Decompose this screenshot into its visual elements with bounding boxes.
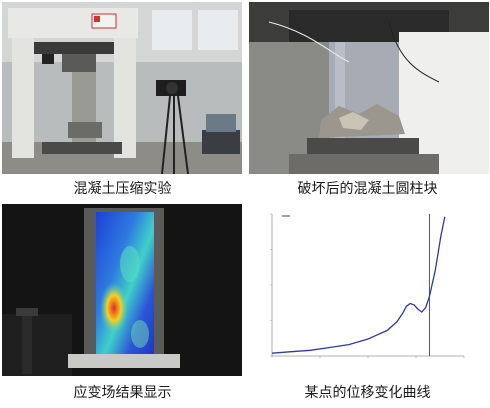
chart-ticks <box>270 213 465 358</box>
caption-broken-cylinder: 破坏后的混凝土圆柱块 <box>297 181 438 197</box>
displacement-chart <box>256 204 484 376</box>
displacement-chart-svg <box>256 204 484 376</box>
caption-displacement-curve: 某点的位移变化曲线 <box>304 385 431 401</box>
strain-field-photo <box>2 204 242 376</box>
broken-cylinder-photo <box>249 2 489 174</box>
caption-compression-test: 混凝土压缩实验 <box>73 181 172 197</box>
compression-test-photo <box>2 2 242 174</box>
chart-series-line <box>271 216 446 354</box>
caption-strain-field: 应变场结果显示 <box>73 385 172 401</box>
